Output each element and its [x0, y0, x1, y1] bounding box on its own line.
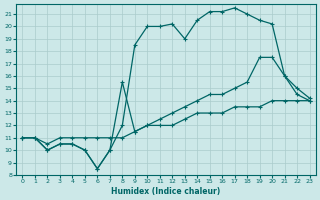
X-axis label: Humidex (Indice chaleur): Humidex (Indice chaleur) — [111, 187, 221, 196]
